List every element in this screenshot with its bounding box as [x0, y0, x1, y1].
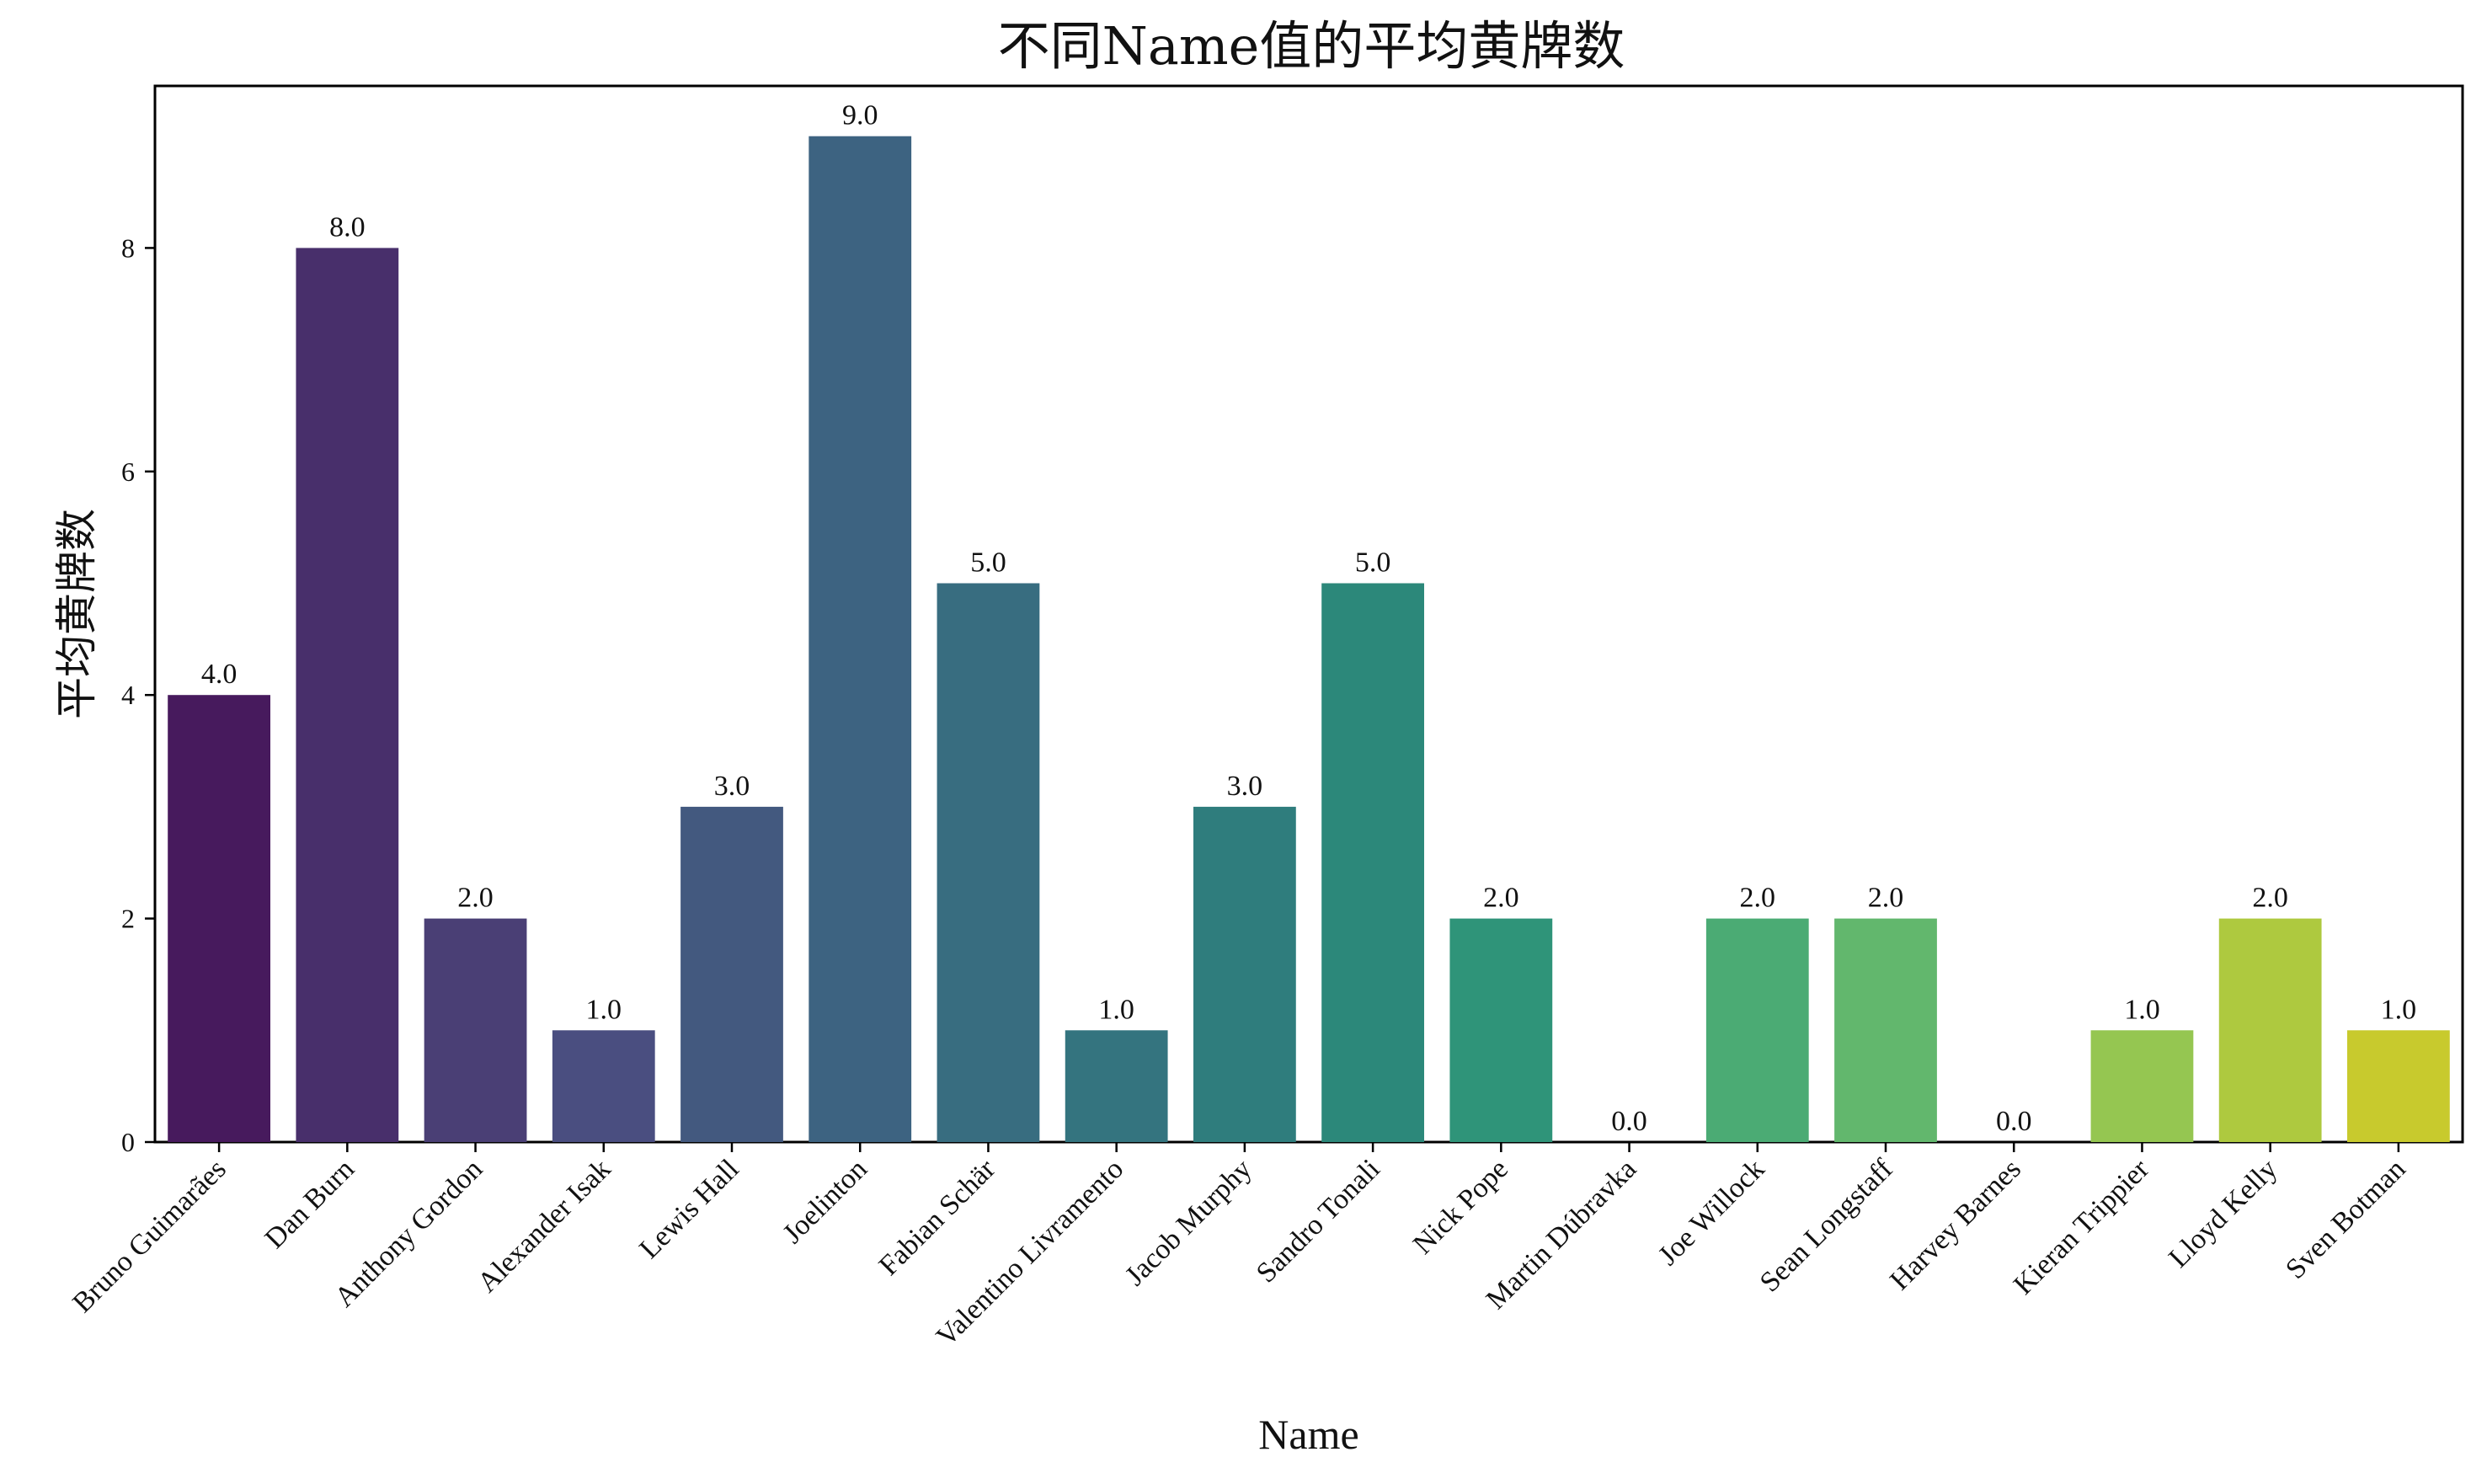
- x-axis-label: Name: [1258, 1411, 1358, 1458]
- bar: [809, 136, 912, 1143]
- value-label: 2.0: [457, 883, 494, 914]
- x-tick-label: Lloyd Kelly: [2163, 1153, 2283, 1273]
- x-tick-label: Nick Pope: [1407, 1153, 1514, 1260]
- value-label: 1.0: [2124, 994, 2160, 1025]
- x-tick-label: Harvey Barnes: [1884, 1153, 2027, 1296]
- y-tick-label: 8: [121, 232, 135, 263]
- x-tick-label: Sean Longstaff: [1754, 1153, 1899, 1298]
- x-tick-label: Alexander Isak: [472, 1153, 616, 1298]
- value-label: 1.0: [586, 994, 622, 1025]
- value-label: 0.0: [1611, 1106, 1647, 1137]
- value-label: 8.0: [329, 211, 366, 243]
- value-label: 2.0: [2252, 883, 2288, 914]
- y-axis-label: 平均黄牌数: [52, 509, 101, 719]
- value-labels: 4.0 8.0 2.0 1.0 3.0 9.0 5.0 1.0 3.0 5.0 2.0 0.0 2.0 2…: [201, 100, 2416, 1137]
- bar: [168, 695, 270, 1142]
- value-label: 1.0: [2381, 994, 2417, 1025]
- value-label: 4.0: [201, 659, 237, 690]
- x-tick-label: Joelinton: [777, 1153, 873, 1249]
- value-label: 2.0: [1483, 883, 1519, 914]
- bars: [168, 136, 2450, 1143]
- bar: [552, 1030, 655, 1142]
- bar: [1065, 1030, 1168, 1142]
- bar: [1834, 918, 1937, 1142]
- value-label: 1.0: [1098, 994, 1134, 1025]
- value-label: 2.0: [1740, 883, 1776, 914]
- x-tick-label: Sandro Tonali: [1251, 1153, 1386, 1289]
- bar: [1705, 918, 1809, 1142]
- chart-title: 不同Name值的平均黄牌数: [998, 15, 1625, 77]
- value-label: 5.0: [1355, 547, 1391, 579]
- x-tick-label: Bruno Guimarães: [67, 1153, 232, 1318]
- x-tick-label: Jacob Murphy: [1119, 1153, 1257, 1291]
- plot-frame: [153, 84, 2464, 1144]
- x-tick-label: Kieran Trippier: [2008, 1153, 2156, 1301]
- value-label: 5.0: [970, 547, 1006, 579]
- y-tick-label: 0: [121, 1127, 135, 1157]
- x-tick-label: Joe Willock: [1652, 1153, 1770, 1271]
- value-label: 2.0: [1868, 883, 1904, 914]
- y-axis-ticks: 0 2 4 6 8: [121, 232, 155, 1157]
- y-tick-label: 4: [121, 680, 135, 710]
- bar: [424, 918, 527, 1142]
- x-tick-label: Lewis Hall: [633, 1153, 744, 1264]
- bar: [1321, 583, 1424, 1142]
- bar: [296, 248, 399, 1142]
- value-label: 9.0: [842, 100, 878, 131]
- y-tick-label: 6: [121, 456, 135, 487]
- bar: [680, 806, 783, 1142]
- value-label: 0.0: [1996, 1106, 2032, 1137]
- bar: [2347, 1030, 2450, 1142]
- bar: [1449, 918, 1553, 1142]
- x-tick-label: Dan Burn: [259, 1153, 360, 1254]
- x-tick-label: Fabian Schär: [873, 1153, 1002, 1282]
- value-label: 3.0: [1227, 771, 1263, 802]
- value-label: 3.0: [714, 771, 750, 802]
- bar: [2218, 918, 2322, 1142]
- bar: [937, 583, 1040, 1142]
- x-tick-label: Sven Botman: [2280, 1153, 2411, 1284]
- bar: [2090, 1030, 2194, 1142]
- bar: [1193, 806, 1296, 1142]
- y-tick-label: 2: [121, 904, 135, 934]
